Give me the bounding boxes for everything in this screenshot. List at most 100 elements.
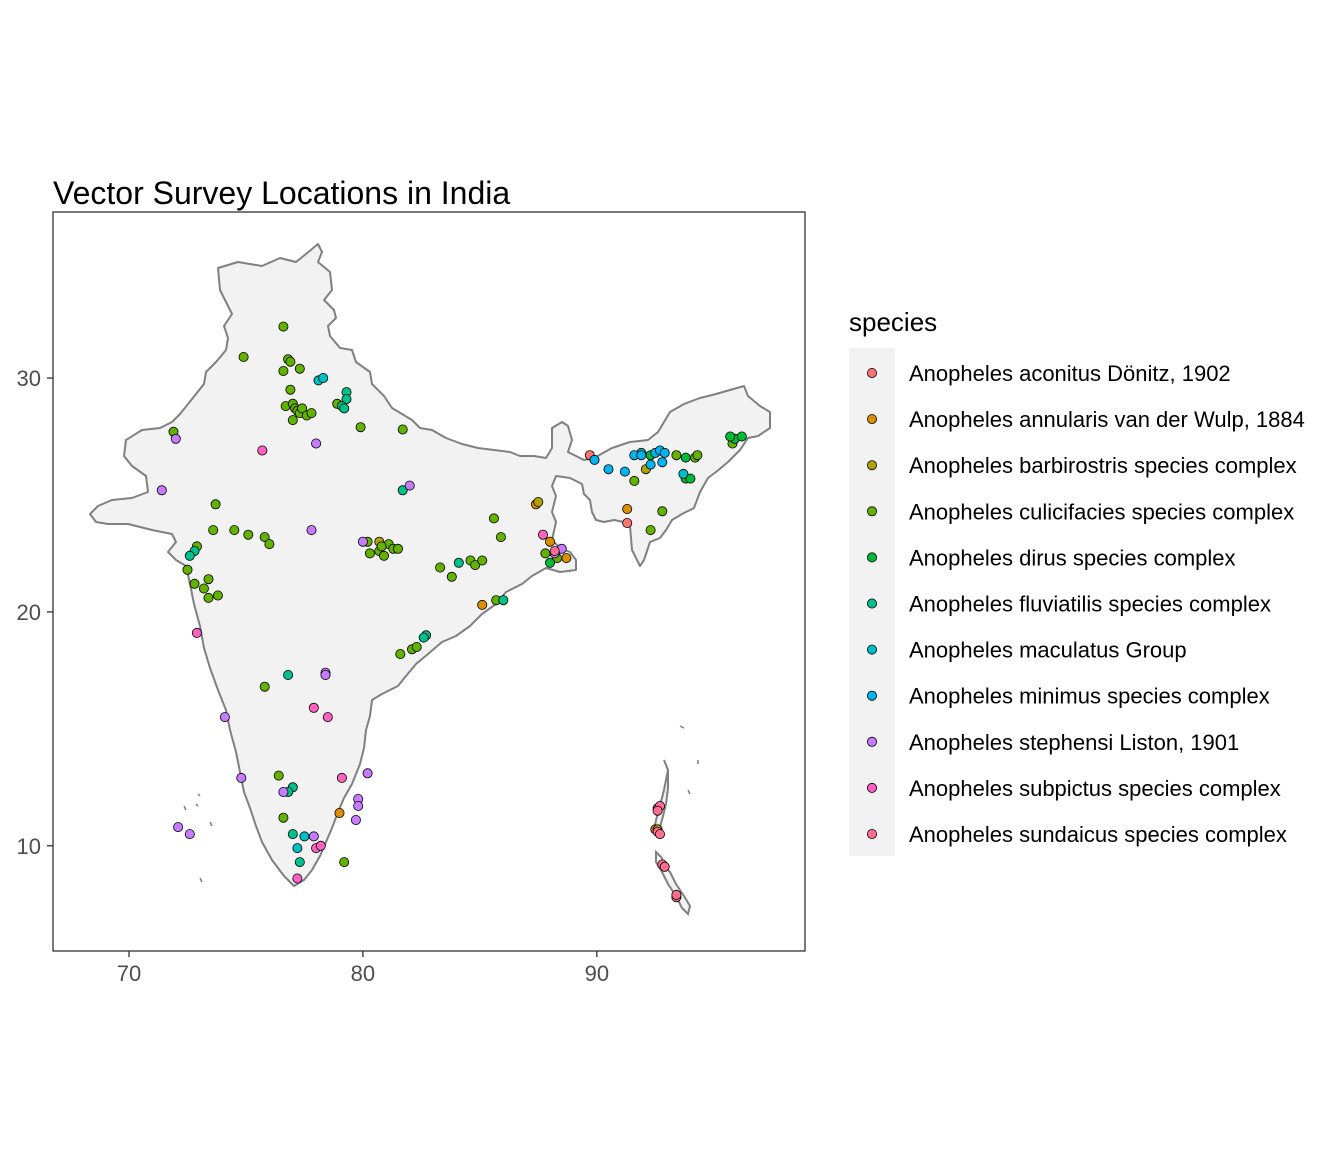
legend-key [867, 414, 878, 425]
data-point [655, 829, 666, 840]
data-point [184, 829, 195, 840]
data-point [470, 560, 481, 571]
data-point [446, 571, 457, 582]
data-point [498, 595, 509, 606]
legend-item: Anopheles minimus species complex [867, 684, 1270, 709]
legend-label: Anopheles culicifacies species complex [909, 499, 1294, 524]
island-fragment [183, 725, 699, 883]
data-point [236, 772, 247, 783]
data-point [549, 546, 560, 557]
data-point [208, 525, 219, 536]
legend-label: Anopheles maculatus Group [909, 638, 1187, 663]
data-point [619, 466, 630, 477]
data-point [278, 321, 289, 332]
legend-item: Anopheles subpictus species complex [867, 776, 1281, 801]
legend-item: Anopheles aconitus Dönitz, 1902 [867, 361, 1231, 386]
chart-title: Vector Survey Locations in India [53, 175, 510, 211]
data-point [477, 599, 488, 610]
data-point [306, 525, 317, 536]
data-point [308, 702, 319, 713]
data-point [156, 485, 167, 496]
legend-item: Anopheles dirus species complex [867, 545, 1236, 570]
data-point [629, 475, 640, 486]
legend-item: Anopheles annularis van der Wulp, 1884 [867, 407, 1305, 432]
survey-points [156, 321, 747, 903]
data-point [203, 592, 214, 603]
legend-title: species [849, 307, 937, 337]
data-point [685, 473, 696, 484]
data-point [292, 873, 303, 884]
data-point [645, 525, 656, 536]
data-point [736, 431, 747, 442]
data-point [657, 457, 668, 468]
data-point [278, 812, 289, 823]
data-point [229, 525, 240, 536]
x-tick-label: 90 [585, 961, 609, 986]
data-point [189, 578, 200, 589]
data-point [538, 529, 549, 540]
legend-key [867, 598, 878, 609]
data-point [170, 433, 181, 444]
data-point [645, 459, 656, 470]
data-point [659, 447, 670, 458]
data-point [184, 550, 195, 561]
data-point [283, 670, 294, 681]
legend-label: Anopheles sundaicus species complex [909, 822, 1287, 847]
data-point [294, 857, 305, 868]
data-point [364, 548, 375, 559]
data-point [362, 768, 373, 779]
data-point [671, 889, 682, 900]
data-point [278, 787, 289, 798]
x-tick-label: 80 [351, 961, 375, 986]
data-point [259, 532, 270, 543]
data-point [311, 438, 322, 449]
legend-label: Anopheles fluviatilis species complex [909, 592, 1271, 617]
data-point [173, 822, 184, 833]
data-point [545, 536, 556, 547]
legend-label: Anopheles minimus species complex [909, 684, 1270, 709]
data-point [210, 499, 221, 510]
india-outline [89, 243, 771, 916]
legend-label: Anopheles stephensi Liston, 1901 [909, 730, 1239, 755]
data-point [259, 681, 270, 692]
data-point [495, 532, 506, 543]
data-point [315, 840, 326, 851]
data-point [285, 356, 296, 367]
data-point [273, 770, 284, 781]
legend-key [867, 460, 878, 471]
data-point [589, 454, 600, 465]
data-point [378, 550, 389, 561]
data-point [540, 548, 551, 559]
data-point [238, 351, 249, 362]
india-mainland [89, 243, 771, 887]
data-point [353, 801, 364, 812]
data-point [334, 808, 345, 819]
y-tick-label: 10 [17, 834, 41, 859]
data-point [435, 562, 446, 573]
data-point [652, 805, 663, 816]
legend-item: Anopheles stephensi Liston, 1901 [867, 730, 1239, 755]
data-point [322, 712, 333, 723]
data-point [545, 557, 556, 568]
data-point [680, 452, 691, 463]
data-point [219, 712, 230, 723]
data-point [622, 503, 633, 514]
legend-label: Anopheles subpictus species complex [909, 776, 1281, 801]
data-point [350, 815, 361, 826]
data-point [477, 555, 488, 566]
data-point [376, 541, 387, 552]
y-tick-label: 30 [17, 366, 41, 391]
legend-key [867, 552, 878, 563]
x-axis: 70 80 90 [117, 951, 609, 986]
legend-key [867, 644, 878, 655]
data-point [292, 843, 303, 854]
data-point [397, 424, 408, 435]
data-point [404, 480, 415, 491]
data-point [411, 642, 422, 653]
legend-item: Anopheles barbirostris species complex [867, 453, 1297, 478]
legend-label: Anopheles annularis van der Wulp, 1884 [909, 407, 1305, 432]
data-point [355, 422, 366, 433]
x-tick-label: 70 [117, 961, 141, 986]
y-tick-label: 20 [17, 600, 41, 625]
